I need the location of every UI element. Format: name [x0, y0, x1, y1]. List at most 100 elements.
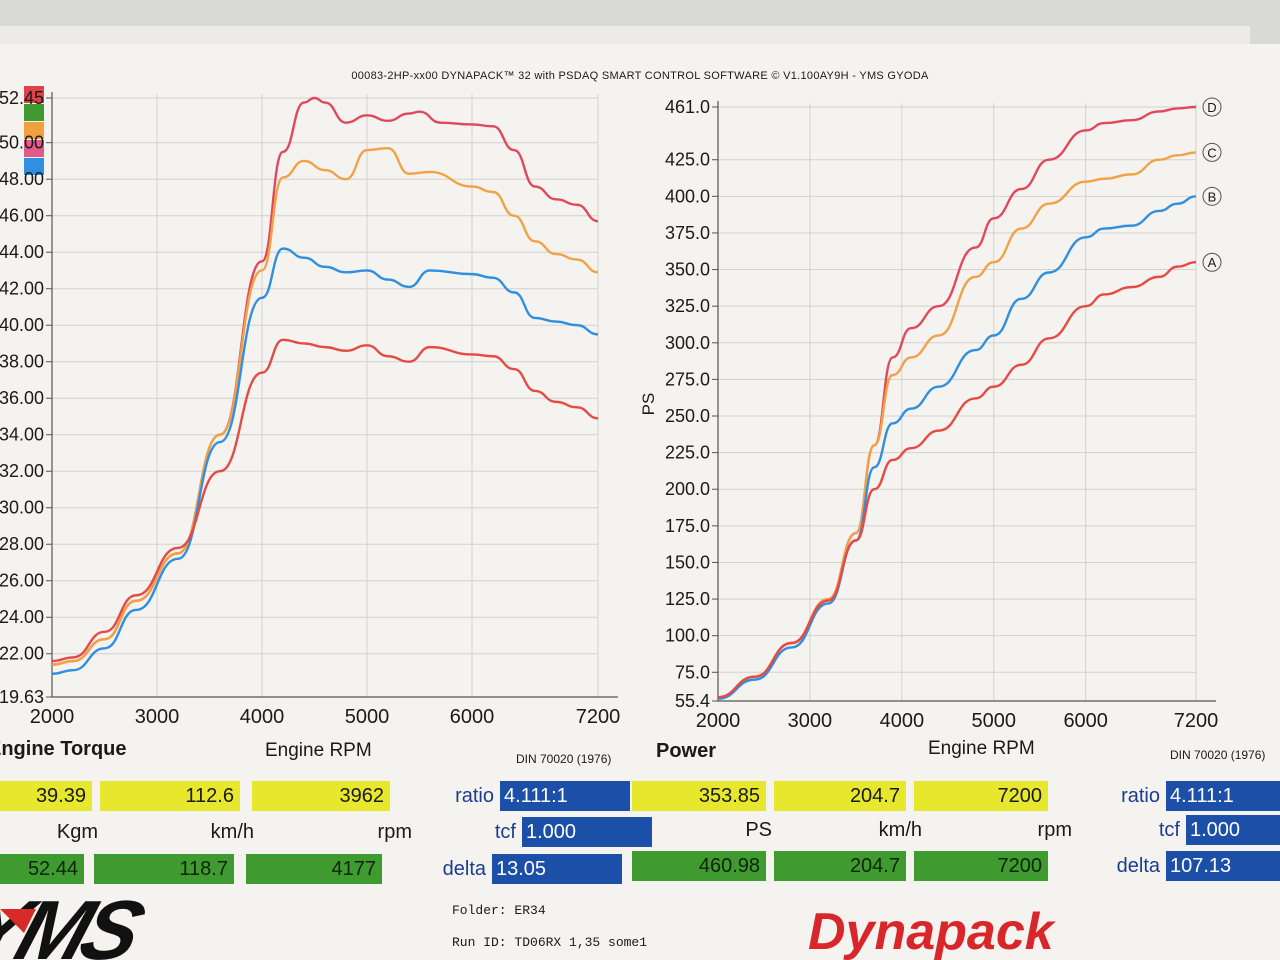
right-ratio-value: 4.111:1 — [1166, 781, 1280, 811]
yms-logo: YMS — [0, 895, 155, 960]
power-x-axis-label: Engine RPM — [928, 738, 1035, 759]
c1-y-tick-label: 225.0 — [665, 443, 710, 463]
c0-series-line — [51, 96, 599, 666]
torque-chart: 52.45 50.00 48.00 46.00 44.00 42.00 40.00 38.00… — [0, 88, 621, 728]
c0-series-line — [51, 247, 599, 676]
right-unit-power: PS — [745, 819, 772, 841]
left-max-rpm: 4177 — [246, 854, 382, 884]
c0-y-tick-label: 24.00 — [0, 607, 44, 627]
c1-y-tick-label: 75.0 — [675, 662, 710, 682]
torque-standard: DIN 70020 (1976) — [516, 752, 612, 766]
c1-x-tick-label: 5000 — [972, 710, 1017, 732]
left-unit-rpm: rpm — [377, 821, 412, 843]
left-units-row: Kgm km/h rpm tcf 1.000 — [0, 817, 652, 847]
right-current-power: 353.85 — [632, 781, 766, 811]
left-max-speed: 118.7 — [94, 854, 234, 884]
left-ratio-label: ratio — [455, 785, 494, 807]
left-tcf-value: 1.000 — [522, 817, 652, 847]
c0-y-tick-label: 44.00 — [0, 242, 44, 262]
c1-y-axis-label: PS — [640, 393, 658, 416]
legend-swatch — [24, 86, 44, 103]
left-unit-torque: Kgm — [56, 821, 98, 843]
c1-series-marker — [1202, 142, 1222, 162]
legend-swatches — [24, 86, 44, 176]
c1-series-name: A — [1208, 255, 1217, 270]
power-chart: 461.0 425.0 400.0 375.0 350.0 325.0 300.0 275.0… — [640, 97, 1222, 732]
left-current-rpm: 3962 — [252, 781, 390, 811]
c1-x-tick-label: 3000 — [788, 710, 833, 732]
right-delta-value: 107.13 — [1166, 851, 1280, 881]
c0-series-line — [51, 146, 599, 666]
legend-swatch — [24, 104, 44, 121]
right-unit-speed: km/h — [878, 819, 922, 841]
c0-y-tick-label: 32.00 — [0, 461, 44, 481]
run-id-label: Run ID: TD06RX 1,35 some1 — [452, 935, 648, 950]
c0-y-tick-label: 30.00 — [0, 498, 44, 518]
c0-y-tick-label: 22.00 — [0, 644, 44, 664]
c0-y-tick-label: 46.00 — [0, 206, 44, 226]
c1-y-tick-label: 300.0 — [665, 333, 710, 353]
c1-series-line — [717, 261, 1197, 699]
c1-y-tick-label: 350.0 — [665, 260, 710, 280]
c1-series-marker — [1202, 97, 1222, 117]
torque-x-axis-label: Engine RPM — [265, 740, 372, 761]
right-max-rpm: 7200 — [914, 851, 1048, 881]
c1-x-tick-label: 2000 — [696, 710, 741, 732]
left-delta-label: delta — [442, 858, 486, 880]
left-tcf-label: tcf — [494, 821, 516, 843]
report-header: 00083-2HP-xx00 DYNAPACK™ 32 with PSDAQ S… — [351, 70, 929, 82]
c0-y-tick-label: 52.45 — [0, 88, 44, 108]
right-delta-label: delta — [1116, 855, 1160, 877]
right-max-row: 460.98 204.7 7200 delta 107.13 — [632, 851, 1280, 881]
right-current-row: 353.85 204.7 7200 ratio 4.111:1 — [632, 781, 1280, 811]
c1-y-tick-label: 150.0 — [665, 552, 710, 572]
c1-series-line — [717, 151, 1197, 699]
c1-y-tick-label: 325.0 — [665, 296, 710, 316]
torque-chart-title: Engine Torque — [0, 738, 127, 760]
left-ratio-value: 4.111:1 — [500, 781, 630, 811]
right-ratio-label: ratio — [1121, 785, 1160, 807]
c0-x-tick-label: 6000 — [450, 706, 495, 728]
left-delta-value: 13.05 — [492, 854, 622, 884]
c0-x-tick-label: 7200 — [576, 706, 621, 728]
right-max-speed: 204.7 — [774, 851, 906, 881]
right-tcf-label: tcf — [1158, 819, 1180, 841]
c0-y-tick-label: 42.00 — [0, 279, 44, 299]
c1-series-line — [717, 195, 1197, 700]
c1-y-tick-label: 400.0 — [665, 186, 710, 206]
c1-x-tick-label: 4000 — [880, 710, 925, 732]
c0-series-line — [51, 338, 599, 663]
right-current-speed: 204.7 — [774, 781, 906, 811]
c0-y-tick-label: 26.00 — [0, 571, 44, 591]
c1-y-tick-label: 461.0 — [665, 97, 710, 117]
right-tcf-value: 1.000 — [1186, 815, 1280, 845]
left-max-torque: 52.44 — [0, 854, 84, 884]
c1-series-marker — [1202, 252, 1222, 272]
c1-y-tick-label: 100.0 — [665, 626, 710, 646]
dynapack-logo: Dynapack — [808, 905, 1057, 960]
c1-series-name: D — [1207, 100, 1216, 115]
c1-y-tick-label: 200.0 — [665, 479, 710, 499]
c0-x-tick-label: 3000 — [135, 706, 180, 728]
legend-swatch — [24, 158, 44, 175]
power-chart-title: Power — [656, 740, 717, 762]
c1-y-tick-label: 275.0 — [665, 369, 710, 389]
c1-x-tick-label: 7200 — [1174, 710, 1219, 732]
c1-y-tick-label: 175.0 — [665, 516, 710, 536]
legend-swatch — [24, 122, 44, 139]
folder-label: Folder: ER34 — [452, 903, 546, 918]
left-unit-speed: km/h — [210, 821, 254, 843]
c0-y-tick-label: 28.00 — [0, 534, 44, 554]
c1-x-tick-label: 6000 — [1063, 710, 1108, 732]
c0-y-tick-label: 48.00 — [0, 169, 44, 189]
c0-x-tick-label: 4000 — [240, 706, 285, 728]
c1-series-marker — [1202, 186, 1222, 206]
c0-y-tick-label: 50.00 — [0, 133, 44, 153]
left-max-row: 52.44 118.7 4177 delta 13.05 — [0, 854, 622, 884]
c0-y-tick-label: 19.63 — [0, 687, 44, 707]
right-current-rpm: 7200 — [914, 781, 1048, 811]
c0-y-tick-label: 36.00 — [0, 388, 44, 408]
c0-x-tick-label: 2000 — [30, 706, 75, 728]
left-current-speed: 112.6 — [100, 781, 240, 811]
right-unit-rpm: rpm — [1037, 819, 1072, 841]
